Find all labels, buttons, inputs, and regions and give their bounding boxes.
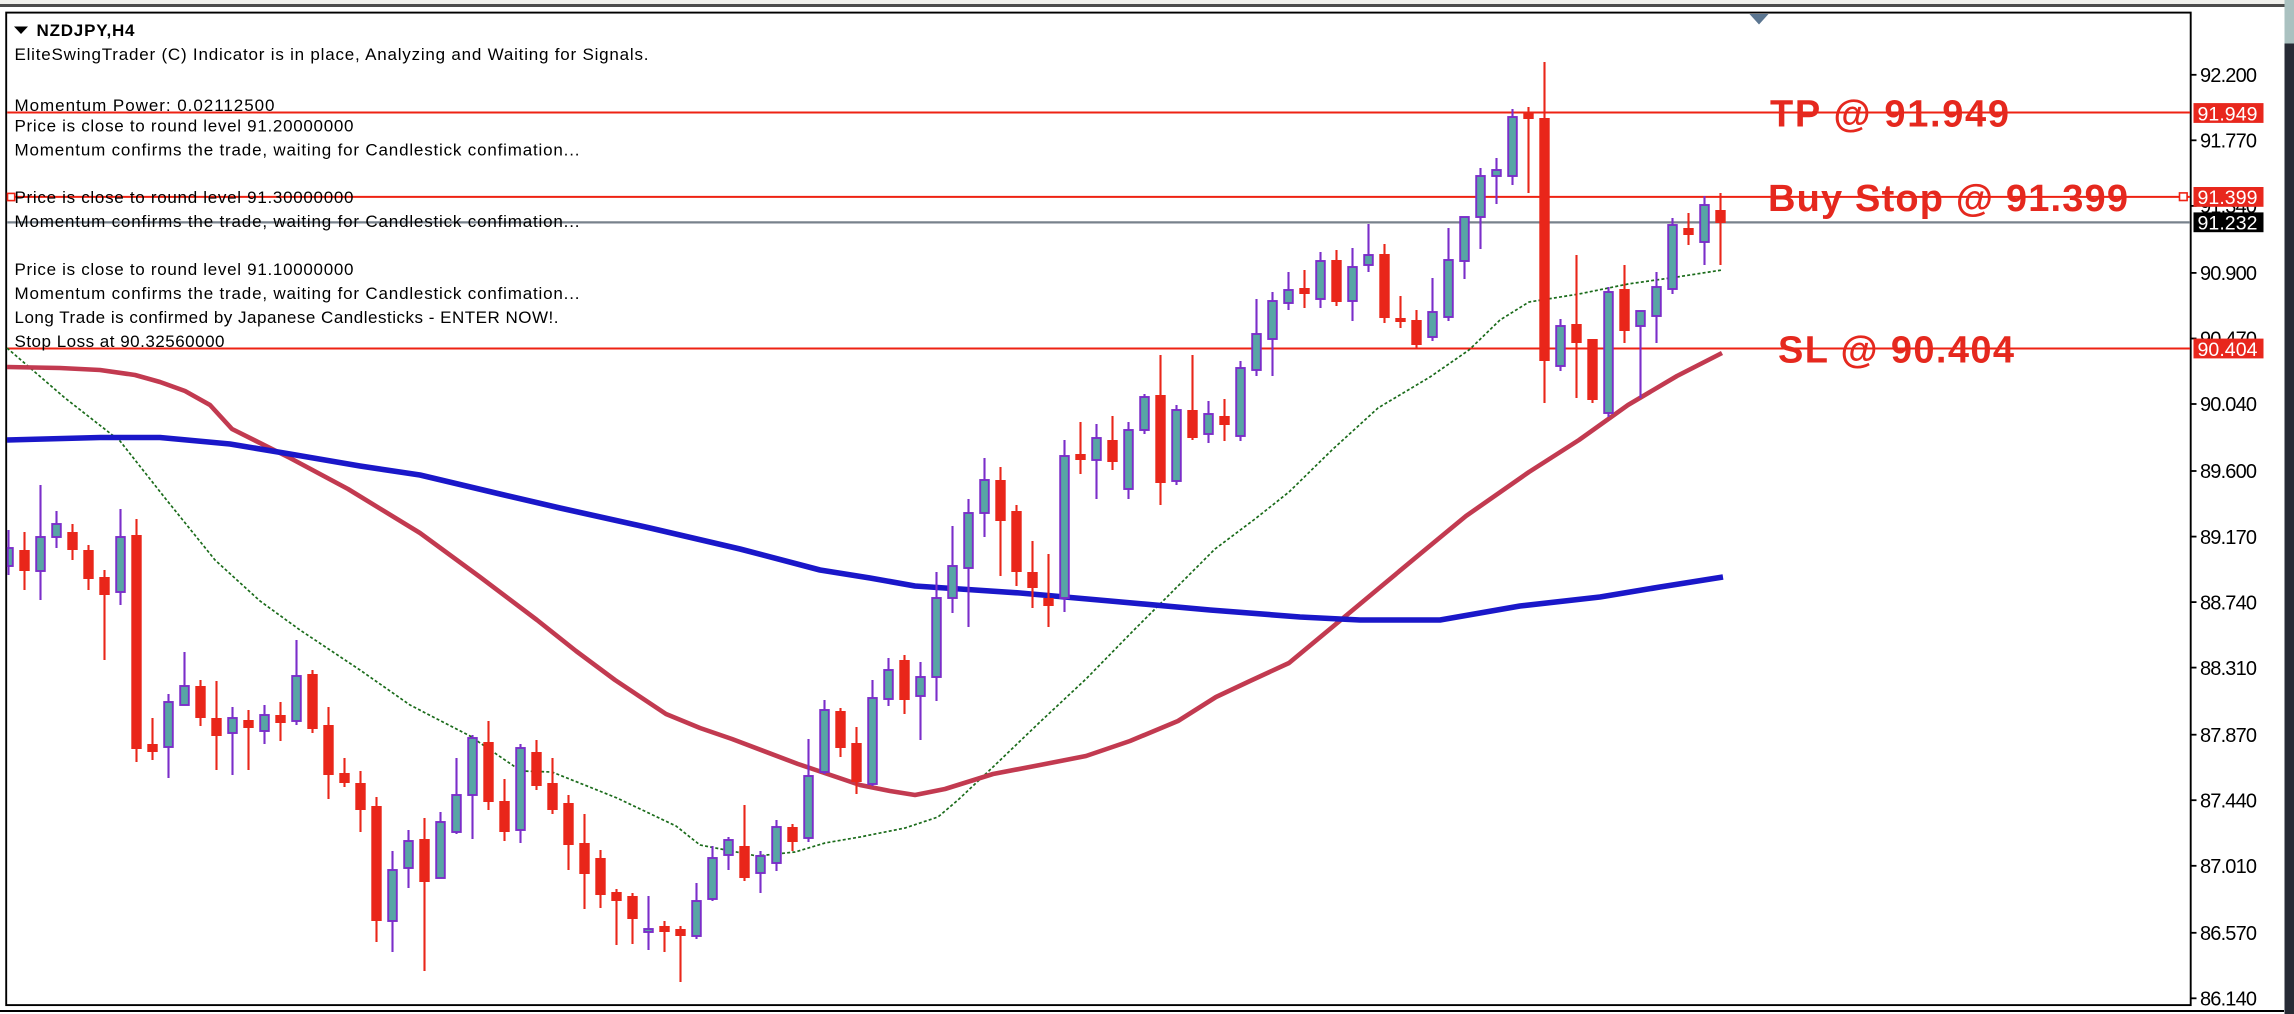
svg-text:87.010: 87.010 [2200,856,2257,878]
svg-text:88.740: 88.740 [2200,592,2257,614]
svg-text:87.870: 87.870 [2200,725,2257,747]
svg-text:90.040: 90.040 [2200,394,2257,416]
svg-text:Momentum confirms the trade, w: Momentum confirms the trade, waiting for… [15,284,580,303]
svg-text:Momentum Power: 0.02112500: Momentum Power: 0.02112500 [15,96,275,115]
svg-text:86.570: 86.570 [2200,923,2257,945]
svg-text:89.170: 89.170 [2200,527,2257,549]
svg-text:Buy Stop @ 91.399: Buy Stop @ 91.399 [1768,178,2128,220]
svg-text:Long Trade is confirmed by Jap: Long Trade is confirmed by Japanese Cand… [15,308,559,327]
svg-text:SL @ 90.404: SL @ 90.404 [1778,330,2014,372]
svg-text:Price is close to round level: Price is close to round level 91.3000000… [15,188,354,207]
svg-text:90.404: 90.404 [2198,339,2258,361]
svg-text:Price is close to round level: Price is close to round level 91.2000000… [15,117,354,136]
svg-text:EliteSwingTrader (C) Indicator: EliteSwingTrader (C) Indicator is in pla… [15,45,649,64]
svg-text:TP @ 91.949: TP @ 91.949 [1770,94,2009,136]
svg-text:90.900: 90.900 [2200,263,2257,285]
svg-text:Stop Loss at 90.32560000: Stop Loss at 90.32560000 [15,332,225,351]
svg-text:Momentum confirms the trade, w: Momentum confirms the trade, waiting for… [15,141,580,160]
svg-text:89.600: 89.600 [2200,461,2257,483]
svg-text:92.200: 92.200 [2200,65,2257,87]
svg-text:86.140: 86.140 [2200,989,2257,1011]
svg-text:87.440: 87.440 [2200,790,2257,812]
svg-text:91.232: 91.232 [2198,213,2258,235]
svg-text:91.399: 91.399 [2198,187,2258,209]
svg-text:91.770: 91.770 [2200,131,2257,153]
svg-text:Momentum confirms the trade, w: Momentum confirms the trade, waiting for… [15,212,580,231]
svg-text:NZDJPY,H4: NZDJPY,H4 [37,21,136,40]
svg-text:88.310: 88.310 [2200,658,2257,680]
svg-text:91.949: 91.949 [2198,103,2258,125]
svg-text:Price is close to round level: Price is close to round level 91.1000000… [15,260,354,279]
